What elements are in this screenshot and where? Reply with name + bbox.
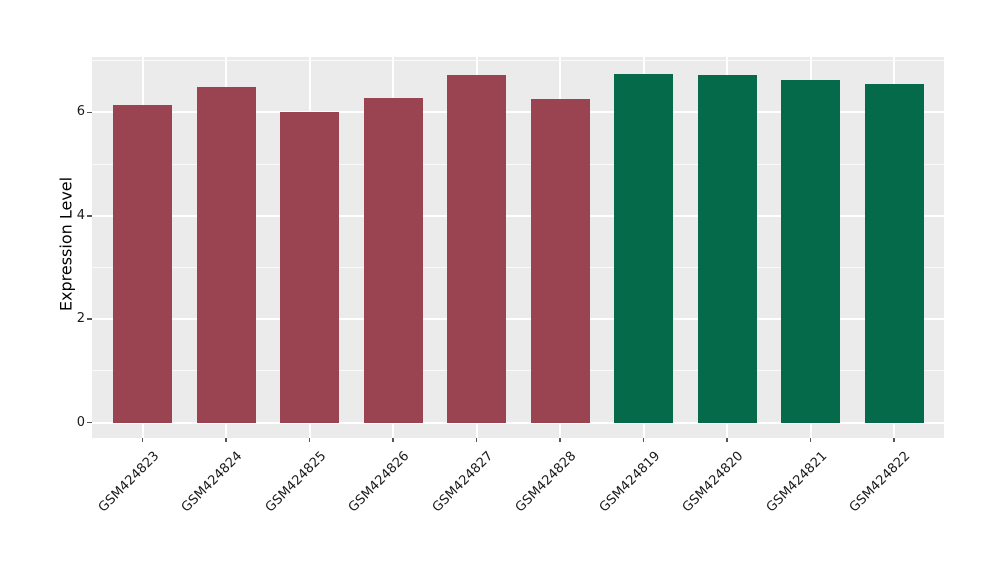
bar-GSM424824 (196, 87, 256, 423)
major-gridline (92, 214, 944, 217)
x-tick-mark (475, 438, 478, 442)
bar-GSM424827 (447, 74, 506, 423)
bar-GSM424828 (530, 99, 590, 423)
x-tick-mark (559, 438, 561, 442)
y-tick-label: 0 (76, 414, 85, 430)
bar-GSM424823 (113, 104, 172, 423)
x-tick-mark (809, 438, 812, 442)
x-tick-mark (392, 438, 394, 442)
y-tick-mark (87, 111, 92, 114)
x-tick-mark (893, 438, 895, 442)
x-tick-mark (141, 438, 144, 442)
major-gridline (92, 318, 944, 321)
y-tick-mark (87, 421, 92, 424)
y-tick-label: 4 (76, 207, 85, 223)
y-tick-label: 6 (76, 104, 85, 120)
bar-GSM424825 (280, 111, 339, 423)
x-tick-mark (726, 438, 728, 442)
y-tick-label: 2 (76, 311, 85, 327)
x-tick-mark (225, 438, 227, 442)
x-tick-mark (308, 438, 311, 442)
minor-gridline (92, 163, 944, 165)
minor-gridline (92, 60, 944, 62)
bar-GSM424819 (614, 74, 673, 423)
x-tick-mark (642, 438, 645, 442)
major-gridline (92, 111, 944, 114)
bar-GSM424821 (781, 79, 840, 423)
y-tick-mark (87, 318, 92, 320)
y-axis-title: Expression Level (56, 176, 76, 312)
minor-gridline (92, 370, 944, 372)
bar-GSM424820 (697, 74, 757, 423)
y-tick-mark (87, 215, 92, 217)
bar-GSM424826 (363, 98, 423, 423)
major-gridline (92, 421, 944, 424)
minor-gridline (92, 267, 944, 268)
plot-panel (92, 57, 944, 438)
bar-GSM424822 (864, 84, 924, 423)
